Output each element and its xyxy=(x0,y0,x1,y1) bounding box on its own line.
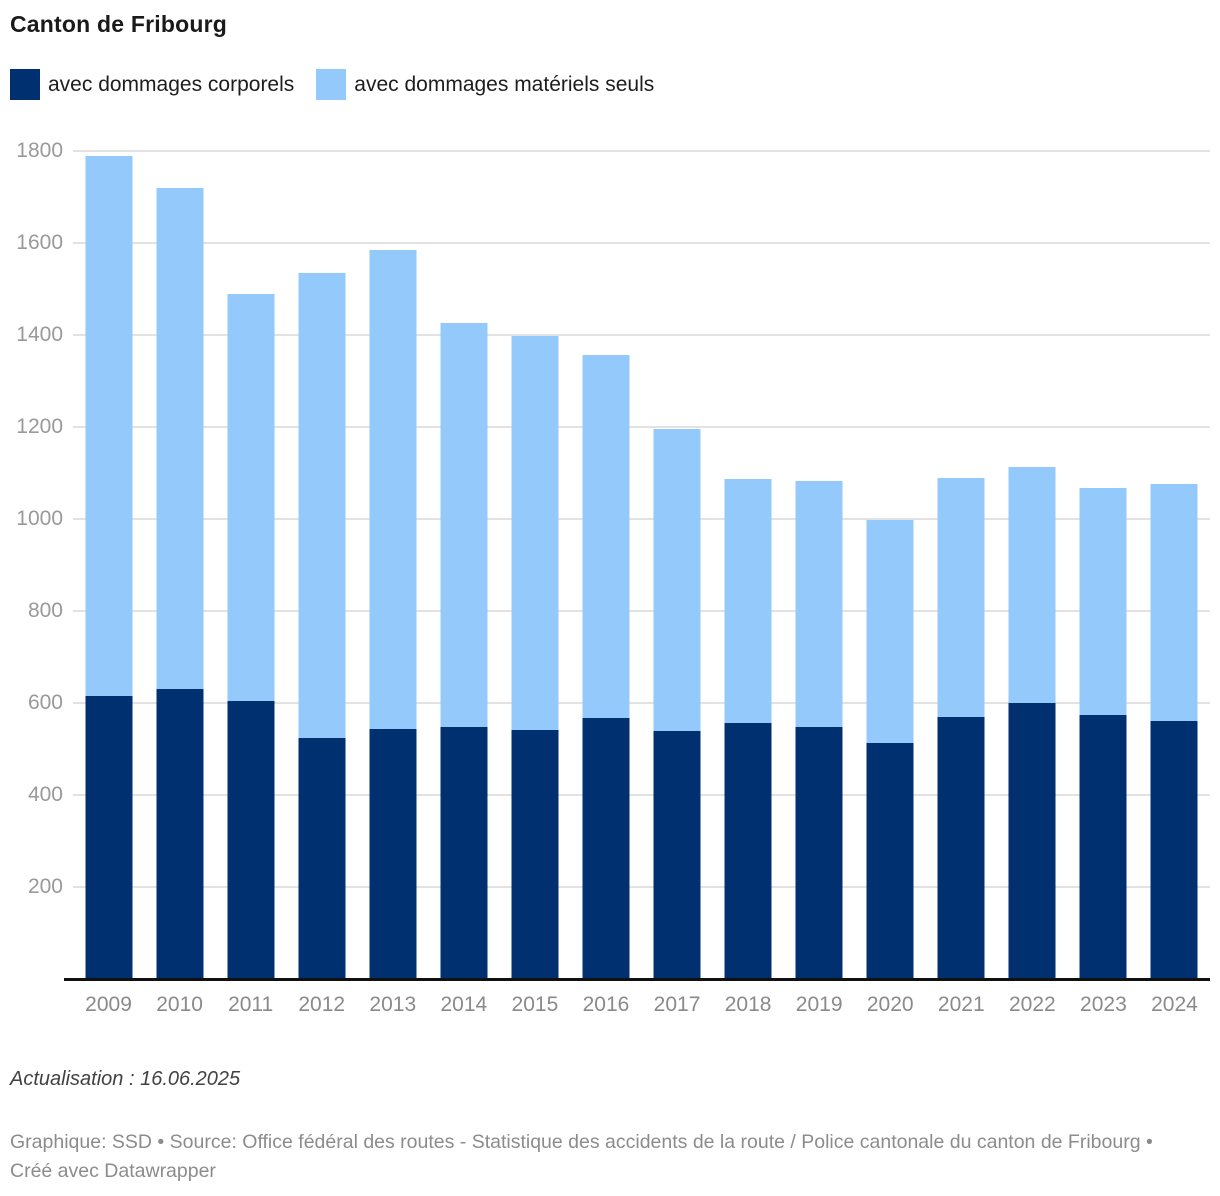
bar-segment-corporels-2019[interactable] xyxy=(795,726,843,979)
bar-segment-materiels-2023[interactable] xyxy=(1079,488,1127,716)
x-tick-label-2024: 2024 xyxy=(1151,993,1198,1016)
bar-segment-materiels-2010[interactable] xyxy=(156,187,204,690)
bar-column-2010 xyxy=(144,151,215,979)
bar-segment-corporels-2012[interactable] xyxy=(298,737,346,979)
bar-column-2020 xyxy=(855,151,926,979)
y-tick-label-800: 800 xyxy=(27,599,63,622)
plot-area xyxy=(64,150,1210,981)
gridline-600 xyxy=(73,702,1210,704)
y-tick-label-1200: 1200 xyxy=(16,415,63,438)
bar-segment-materiels-2024[interactable] xyxy=(1150,484,1198,722)
bar-segment-materiels-2015[interactable] xyxy=(511,335,559,731)
bar-column-2018 xyxy=(713,151,784,979)
bar-segment-materiels-2018[interactable] xyxy=(724,479,772,724)
x-tick-label-2021: 2021 xyxy=(937,993,985,1016)
bar-segment-corporels-2021[interactable] xyxy=(937,716,985,979)
bar-segment-materiels-2019[interactable] xyxy=(795,481,843,727)
update-note: Actualisation : 16.06.2025 xyxy=(10,1068,241,1090)
bar-segment-corporels-2015[interactable] xyxy=(511,730,559,979)
gridline-1800 xyxy=(73,150,1210,152)
gridline-1000 xyxy=(73,518,1210,520)
y-tick-label-1000: 1000 xyxy=(16,507,63,530)
bar-segment-materiels-2014[interactable] xyxy=(440,322,488,727)
bar-column-2011 xyxy=(215,151,286,979)
legend-item-materiels: avec dommages matériels seuls xyxy=(316,69,654,100)
credit-line: Graphique: SSD • Source: Office fédéral … xyxy=(10,1131,1153,1182)
bars-container xyxy=(73,151,1210,979)
bar-segment-corporels-2024[interactable] xyxy=(1150,721,1198,979)
bar-segment-corporels-2018[interactable] xyxy=(724,723,772,979)
bar-segment-corporels-2022[interactable] xyxy=(1008,703,1056,979)
bar-column-2014 xyxy=(428,151,499,979)
bar-column-2015 xyxy=(499,151,570,979)
x-tick-label-2009: 2009 xyxy=(85,993,132,1016)
bar-segment-corporels-2020[interactable] xyxy=(866,743,914,979)
x-axis-labels: 2009 2010 2011 2012 2013 2014 2015 2016 2017 2018… xyxy=(73,993,1210,1017)
legend-swatch-materiels xyxy=(316,69,347,100)
y-tick-label-600: 600 xyxy=(27,691,63,714)
x-tick-label-2018: 2018 xyxy=(724,993,772,1016)
bar-segment-materiels-2013[interactable] xyxy=(369,250,417,730)
y-tick-label-1600: 1600 xyxy=(16,231,63,254)
bar-segment-materiels-2016[interactable] xyxy=(582,354,630,718)
y-tick-label-1800: 1800 xyxy=(16,139,63,162)
bar-column-2023 xyxy=(1068,151,1139,979)
legend-label-materiels: avec dommages matériels seuls xyxy=(354,72,655,96)
gridline-1400 xyxy=(73,334,1210,336)
bar-segment-materiels-2009[interactable] xyxy=(85,155,133,697)
x-axis-line xyxy=(64,978,1210,981)
gridline-1600 xyxy=(73,242,1210,244)
bar-segment-corporels-2017[interactable] xyxy=(653,731,701,979)
bar-segment-materiels-2011[interactable] xyxy=(227,293,275,702)
x-tick-label-2010: 2010 xyxy=(156,993,203,1016)
x-tick-label-2022: 2022 xyxy=(1008,993,1056,1016)
bar-segment-corporels-2016[interactable] xyxy=(582,717,630,979)
bar-column-2012 xyxy=(286,151,357,979)
x-tick-label-2019: 2019 xyxy=(795,993,843,1016)
bar-segment-materiels-2022[interactable] xyxy=(1008,467,1056,703)
x-tick-label-2016: 2016 xyxy=(582,993,630,1016)
bar-segment-corporels-2023[interactable] xyxy=(1079,715,1127,979)
bar-segment-materiels-2021[interactable] xyxy=(937,478,985,717)
bar-segment-materiels-2012[interactable] xyxy=(298,273,346,738)
gridline-400 xyxy=(73,794,1210,796)
y-tick-label-200: 200 xyxy=(27,875,63,898)
chart-title: Canton de Fribourg xyxy=(10,11,227,37)
bar-column-2009 xyxy=(73,151,144,979)
bar-segment-materiels-2017[interactable] xyxy=(653,428,701,732)
legend-label-corporels: avec dommages corporels xyxy=(48,72,295,96)
x-tick-label-2017: 2017 xyxy=(653,993,701,1016)
x-tick-label-2023: 2023 xyxy=(1080,993,1127,1016)
bar-column-2019 xyxy=(784,151,855,979)
bar-column-2024 xyxy=(1139,151,1210,979)
bar-column-2017 xyxy=(642,151,713,979)
bar-segment-corporels-2014[interactable] xyxy=(440,726,488,979)
y-tick-label-400: 400 xyxy=(27,783,63,806)
gridline-800 xyxy=(73,610,1210,612)
x-tick-label-2015: 2015 xyxy=(511,993,559,1016)
bar-segment-corporels-2010[interactable] xyxy=(156,689,204,979)
bar-column-2013 xyxy=(357,151,428,979)
bar-segment-materiels-2020[interactable] xyxy=(866,520,914,744)
legend: avec dommages corporels avec dommages ma… xyxy=(10,69,654,100)
gridline-200 xyxy=(73,886,1210,888)
bar-segment-corporels-2009[interactable] xyxy=(85,696,133,979)
y-tick-label-1400: 1400 xyxy=(16,323,63,346)
legend-swatch-corporels xyxy=(10,69,40,100)
bar-column-2016 xyxy=(570,151,641,979)
bar-column-2021 xyxy=(926,151,997,979)
x-tick-label-2014: 2014 xyxy=(440,993,488,1016)
gridline-1200 xyxy=(73,426,1210,428)
x-tick-label-2012: 2012 xyxy=(298,993,346,1016)
x-tick-label-2020: 2020 xyxy=(866,993,914,1016)
x-tick-label-2013: 2013 xyxy=(369,993,417,1016)
bar-segment-corporels-2013[interactable] xyxy=(369,729,417,979)
bar-segment-corporels-2011[interactable] xyxy=(227,701,275,979)
bar-column-2022 xyxy=(997,151,1068,979)
legend-item-corporels: avec dommages corporels xyxy=(10,69,294,100)
x-tick-label-2011: 2011 xyxy=(228,993,274,1016)
